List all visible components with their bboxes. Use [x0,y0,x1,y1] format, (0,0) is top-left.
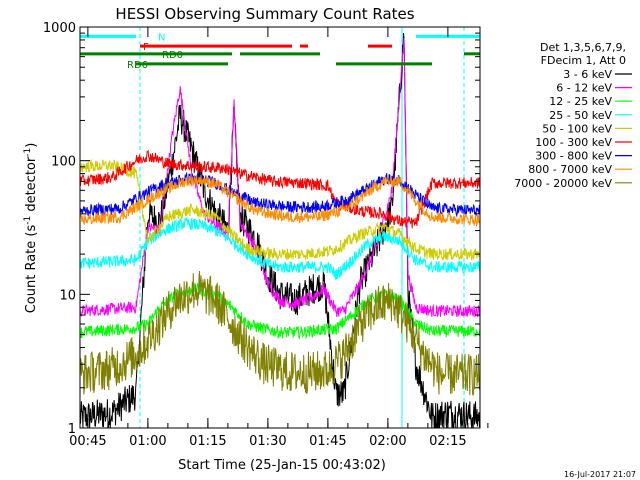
legend-label-7: 800 - 7000 keV [528,163,612,176]
state-bar-label-2: RD0 [162,50,183,61]
y-tick-label-2: 100 [51,155,76,170]
y-axis-label-mid: detector [24,156,39,216]
state-bar-label-0: N [158,32,165,43]
series-line-8 [80,270,480,396]
y-axis-label-sup1: -1 [23,216,33,225]
y-axis-label-close: ) [24,143,39,148]
series-line-6 [80,171,480,218]
legend-label-2: 12 - 25 keV [549,95,612,108]
x-tick-label-0: 00:45 [69,434,106,449]
x-axis-label: Start Time (25-Jan-15 00:43:02) [178,458,386,473]
y-tick-label-0: 1 [68,422,76,437]
series-line-3 [80,217,480,280]
legend-label-4: 50 - 100 keV [542,122,612,135]
legend-header-0: Det 1,3,5,6,7,9, [540,41,626,54]
y-tick-label-1: 10 [59,288,76,303]
x-axis: 00:45 01:00 01:15 01:30 01:45 02:00 02:15 [69,27,489,449]
legend-header-1: FDecim 1, Att 0 [541,54,626,67]
y-axis-label-sup2: -1 [23,148,33,157]
y-axis-label: Count Rate (s-1 detector-1) [23,143,39,314]
legend: Det 1,3,5,6,7,9,FDecim 1, Att 03 - 6 keV… [514,41,632,190]
legend-label-8: 7000 - 20000 keV [514,177,612,190]
y-axis-label-text: Count Rate (s [24,225,39,314]
state-bar-label-1: F [143,42,149,53]
legend-label-6: 300 - 800 keV [535,150,612,163]
series-line-7 [80,174,480,228]
state-bar-label-3: RD6 [127,60,148,71]
legend-label-5: 100 - 300 keV [535,136,612,149]
plot-frame [79,26,481,429]
x-tick-label-2: 01:15 [189,434,226,449]
legend-label-0: 3 - 6 keV [563,68,612,81]
svg-text:Count Rate (s-1 detector-1): Count Rate (s-1 detector-1) [23,143,39,314]
series-line-4 [80,158,480,262]
x-tick-label-3: 01:30 [249,434,286,449]
legend-label-3: 25 - 50 keV [549,109,612,122]
x-tick-label-1: 01:00 [129,434,166,449]
footer-date: 16-Jul-2017 21:07 [564,470,636,479]
x-tick-label-5: 02:00 [369,434,406,449]
series-line-5 [80,149,480,229]
x-tick-label-6: 02:15 [429,434,466,449]
legend-label-1: 6 - 12 keV [556,82,612,95]
x-tick-label-4: 01:45 [309,434,346,449]
y-tick-label-3: 1000 [43,21,76,36]
plot-area [80,27,480,428]
chart-title: HESSI Observing Summary Count Rates [115,5,414,23]
